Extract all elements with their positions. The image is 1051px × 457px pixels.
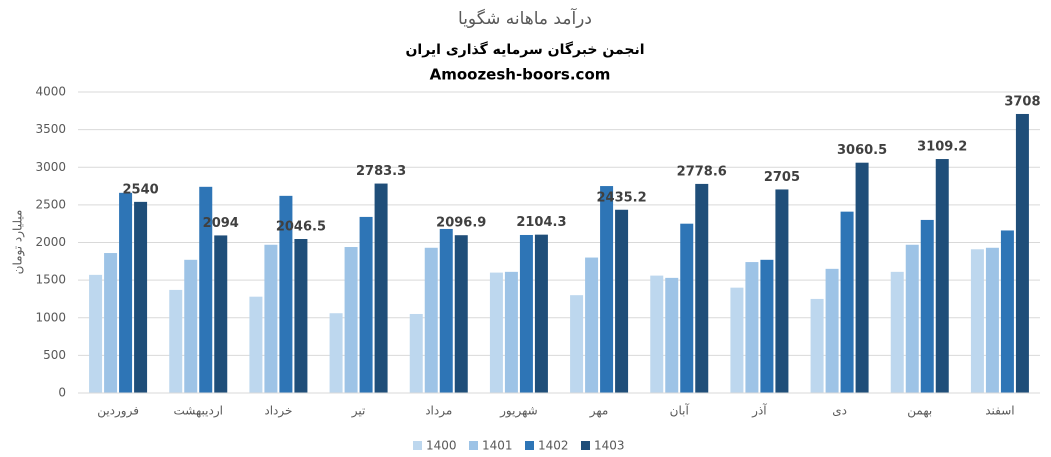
bar	[665, 277, 679, 393]
bar	[279, 195, 293, 393]
bar	[810, 298, 824, 393]
bar	[920, 219, 934, 393]
chart-subtitle: انجمن خبرگان سرمایه گذاری ایران	[405, 41, 644, 58]
x-tick-label: تیر	[351, 404, 366, 419]
data-label: 2046.5	[276, 220, 326, 235]
legend-label: 1402	[538, 439, 569, 453]
bar	[344, 247, 358, 393]
x-tick-label: فروردین	[97, 404, 139, 419]
bar	[935, 159, 949, 393]
bar	[329, 313, 343, 393]
legend-swatch	[581, 441, 590, 450]
y-tick-label: 3500	[35, 122, 66, 136]
legend-label: 1403	[594, 439, 625, 453]
legend-label: 1400	[426, 439, 457, 453]
bar	[680, 223, 694, 393]
x-tick-label: خرداد	[264, 404, 292, 419]
data-label: 2096.9	[436, 216, 486, 231]
bar	[454, 235, 468, 393]
bar	[890, 271, 904, 393]
y-tick-label: 2500	[35, 197, 66, 211]
bar	[374, 183, 388, 393]
bar	[695, 183, 709, 393]
bar	[294, 239, 308, 393]
bar	[1000, 230, 1014, 393]
x-tick-label: مهر	[589, 404, 609, 419]
bar	[504, 271, 518, 393]
bar	[585, 257, 599, 393]
legend-swatch	[469, 441, 478, 450]
data-label: 3708	[1004, 94, 1040, 109]
bar	[855, 162, 869, 393]
bar	[134, 201, 148, 393]
x-tick-label: اسفند	[985, 404, 1014, 418]
y-tick-label: 1500	[35, 273, 66, 287]
data-label: 3109.2	[917, 140, 967, 155]
bar	[249, 296, 263, 393]
x-tick-label: آذر	[751, 403, 767, 419]
y-tick-label: 1000	[35, 310, 66, 324]
y-axis-label: میلیارد تومان	[11, 210, 26, 275]
bar	[905, 244, 919, 393]
x-tick-label: آبان	[670, 403, 690, 418]
x-tick-label: مرداد	[425, 404, 452, 419]
bar	[409, 313, 423, 393]
bar	[519, 234, 533, 393]
bar	[825, 268, 839, 393]
y-tick-label: 0	[58, 386, 66, 400]
x-tick-label: اردیبهشت	[174, 404, 223, 419]
y-tick-label: 500	[43, 348, 66, 362]
y-tick-label: 2000	[35, 235, 66, 249]
chart-title: درآمد ماهانه شگویا	[458, 7, 592, 29]
y-tick-label: 3000	[35, 160, 66, 174]
bar	[745, 262, 759, 393]
bar	[214, 235, 228, 393]
bar	[534, 234, 548, 393]
bar	[424, 247, 438, 393]
bar	[985, 247, 999, 393]
legend-swatch	[525, 441, 534, 450]
bar	[600, 186, 614, 393]
bar	[970, 249, 984, 393]
bar	[615, 209, 629, 393]
bar	[89, 274, 103, 393]
data-label: 3060.5	[837, 143, 887, 158]
bar	[169, 289, 183, 393]
bar	[489, 272, 503, 393]
data-label: 2705	[764, 170, 800, 185]
x-tick-label: بهمن	[907, 404, 932, 419]
legend-swatch	[413, 441, 422, 450]
x-tick-label: شهریور	[499, 404, 538, 419]
data-label: 2783.3	[356, 164, 406, 179]
data-label: 2778.6	[677, 164, 727, 179]
bar	[840, 211, 854, 393]
bar	[119, 192, 133, 393]
bar	[104, 253, 118, 393]
data-label: 2104.3	[516, 215, 566, 230]
chart-source: Amoozesh-boors.com	[430, 66, 611, 84]
data-label: 2094	[203, 216, 239, 231]
x-tick-label: دی	[832, 404, 847, 418]
bar	[1015, 113, 1029, 394]
bar	[570, 295, 584, 393]
bar	[199, 186, 213, 393]
bar	[359, 216, 373, 393]
legend-label: 1401	[482, 439, 513, 453]
data-label: 2435.2	[596, 190, 646, 205]
bar	[760, 259, 774, 393]
bar	[650, 275, 664, 393]
bar	[775, 189, 789, 393]
bar	[184, 259, 198, 393]
data-label: 2540	[122, 182, 158, 197]
y-tick-label: 4000	[35, 85, 66, 99]
bar	[264, 244, 278, 393]
bar	[439, 228, 453, 393]
bar	[730, 287, 744, 393]
